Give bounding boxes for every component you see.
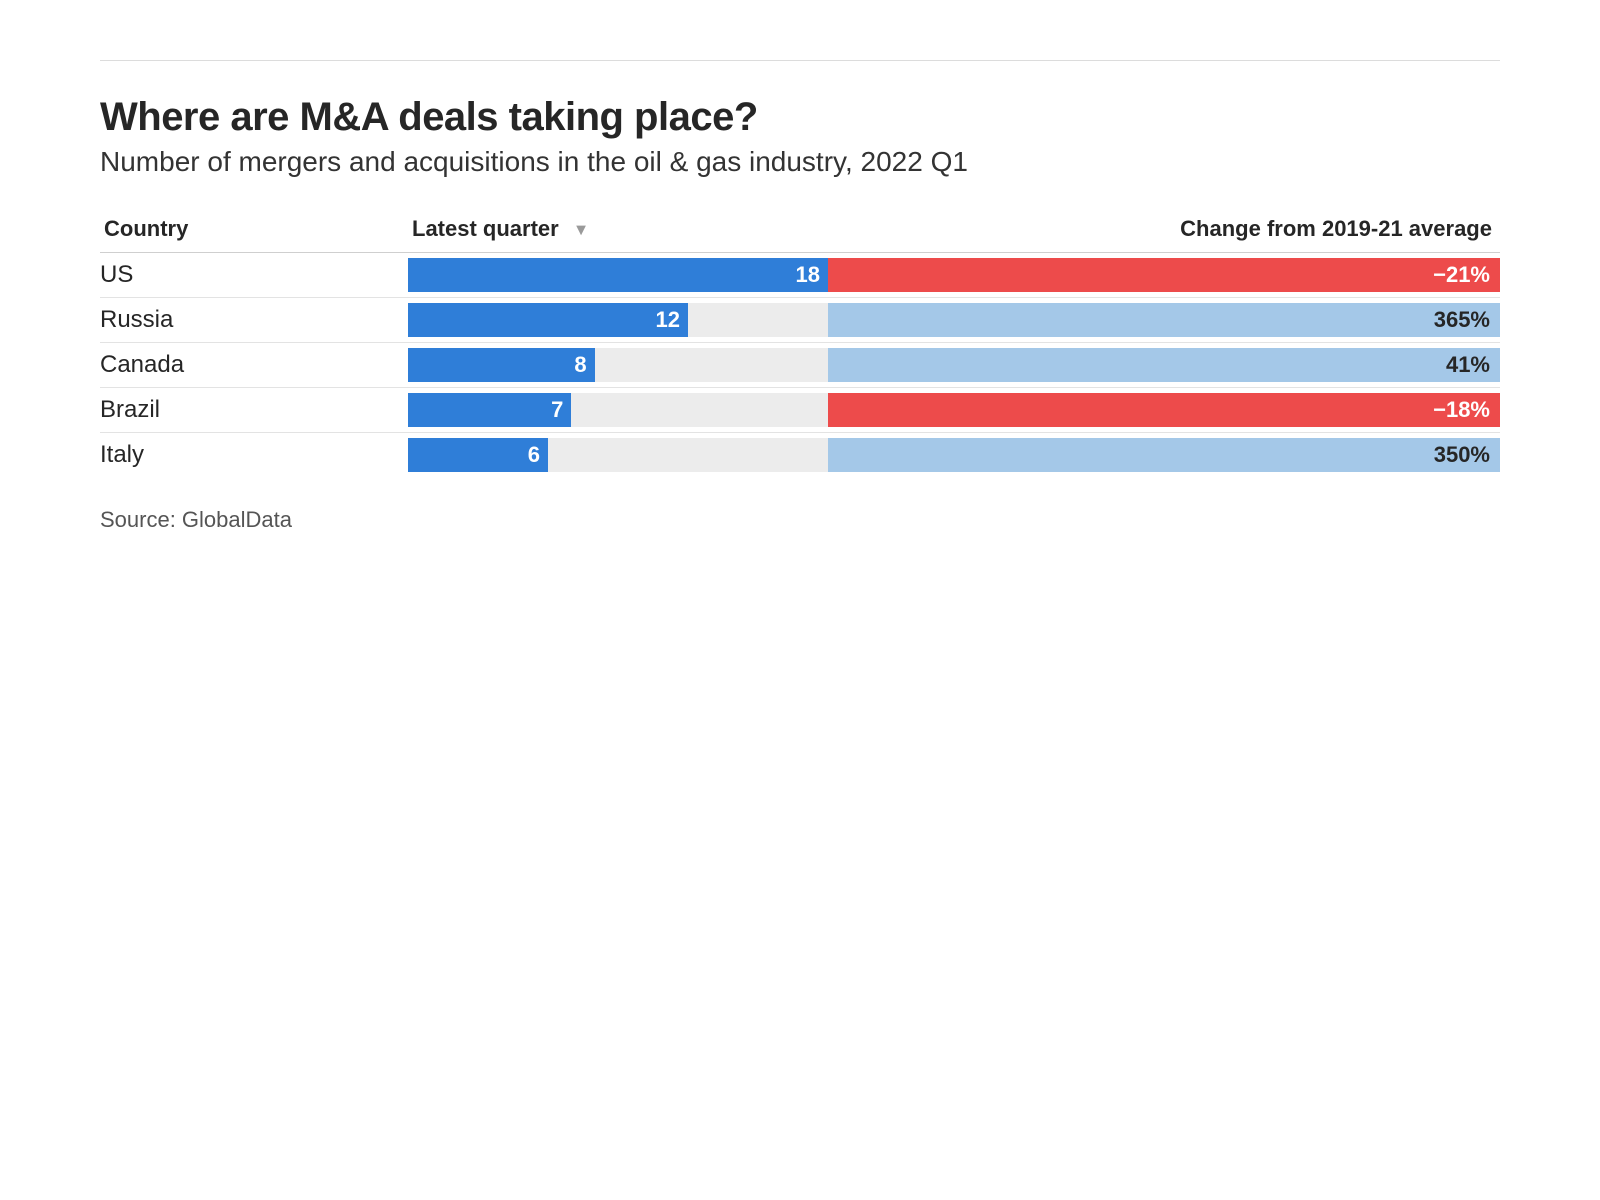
latest-bar-cell: 12 [408, 298, 828, 343]
latest-value-label: 6 [528, 442, 548, 468]
sort-desc-icon: ▼ [573, 221, 589, 240]
latest-value-label: 18 [796, 262, 828, 288]
table-body: US 18 −21% Russia 12 365% Canada 8 41% Brazil 7 −18… [100, 253, 1500, 478]
country-cell: Brazil [100, 388, 408, 433]
chart-subtitle: Number of mergers and acquisitions in th… [100, 146, 1500, 178]
change-bar-cell: 350% [828, 433, 1500, 478]
col-header-change-label: Change from 2019-21 average [1180, 216, 1492, 241]
chart-container: Where are M&A deals taking place? Number… [0, 0, 1600, 533]
latest-value-label: 7 [551, 397, 571, 423]
latest-value-label: 8 [574, 352, 594, 378]
col-header-change[interactable]: Change from 2019-21 average [828, 206, 1500, 253]
country-cell: Russia [100, 298, 408, 343]
col-header-latest-label: Latest quarter [412, 216, 559, 241]
latest-bar-cell: 8 [408, 343, 828, 388]
latest-value-label: 12 [656, 307, 688, 333]
table-row: Brazil 7 −18% [100, 388, 1500, 433]
latest-bar-cell: 6 [408, 433, 828, 478]
change-bar-cell: −21% [828, 253, 1500, 298]
col-header-latest[interactable]: Latest quarter ▼ [408, 206, 828, 253]
top-rule [100, 60, 1500, 61]
latest-bar-cell: 7 [408, 388, 828, 433]
change-bar-cell: 365% [828, 298, 1500, 343]
country-cell: Italy [100, 433, 408, 478]
data-table: Country Latest quarter ▼ Change from 201… [100, 206, 1500, 477]
country-cell: US [100, 253, 408, 298]
table-row: Italy 6 350% [100, 433, 1500, 478]
change-value-label: 41% [1446, 352, 1490, 378]
table-row: Canada 8 41% [100, 343, 1500, 388]
change-value-label: −21% [1433, 262, 1490, 288]
change-bar-cell: 41% [828, 343, 1500, 388]
source-line: Source: GlobalData [100, 507, 1500, 533]
chart-title: Where are M&A deals taking place? [100, 95, 1500, 140]
country-cell: Canada [100, 343, 408, 388]
change-value-label: −18% [1433, 397, 1490, 423]
latest-bar-cell: 18 [408, 253, 828, 298]
table-row: US 18 −21% [100, 253, 1500, 298]
header-row: Country Latest quarter ▼ Change from 201… [100, 206, 1500, 253]
change-value-label: 350% [1434, 442, 1490, 468]
change-bar-cell: −18% [828, 388, 1500, 433]
col-header-country[interactable]: Country [100, 206, 408, 253]
change-value-label: 365% [1434, 307, 1490, 333]
table-row: Russia 12 365% [100, 298, 1500, 343]
col-header-country-label: Country [104, 216, 188, 241]
